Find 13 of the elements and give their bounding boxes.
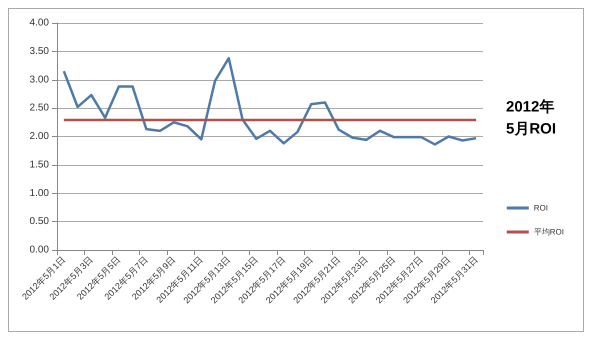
text: 2012年 5月ROI bbox=[506, 98, 556, 138]
y-tick-label: 0.00 bbox=[30, 244, 50, 256]
y-tick-label: 1.00 bbox=[30, 188, 50, 199]
legend-label: ROI bbox=[534, 204, 548, 212]
y-tick-label: 2.00 bbox=[30, 131, 50, 142]
y-tick-label: 2.50 bbox=[30, 102, 50, 114]
y-tick-label: 0.50 bbox=[30, 216, 50, 228]
y-tick-label: 3.50 bbox=[30, 46, 50, 57]
y-tick-label: 4.00 bbox=[30, 18, 50, 28]
legend-label: 平均ROI bbox=[534, 228, 564, 236]
line-series bbox=[62, 56, 478, 146]
y-tick-label: 1.50 bbox=[30, 159, 50, 170]
y-tick-label: 3.00 bbox=[30, 74, 50, 86]
